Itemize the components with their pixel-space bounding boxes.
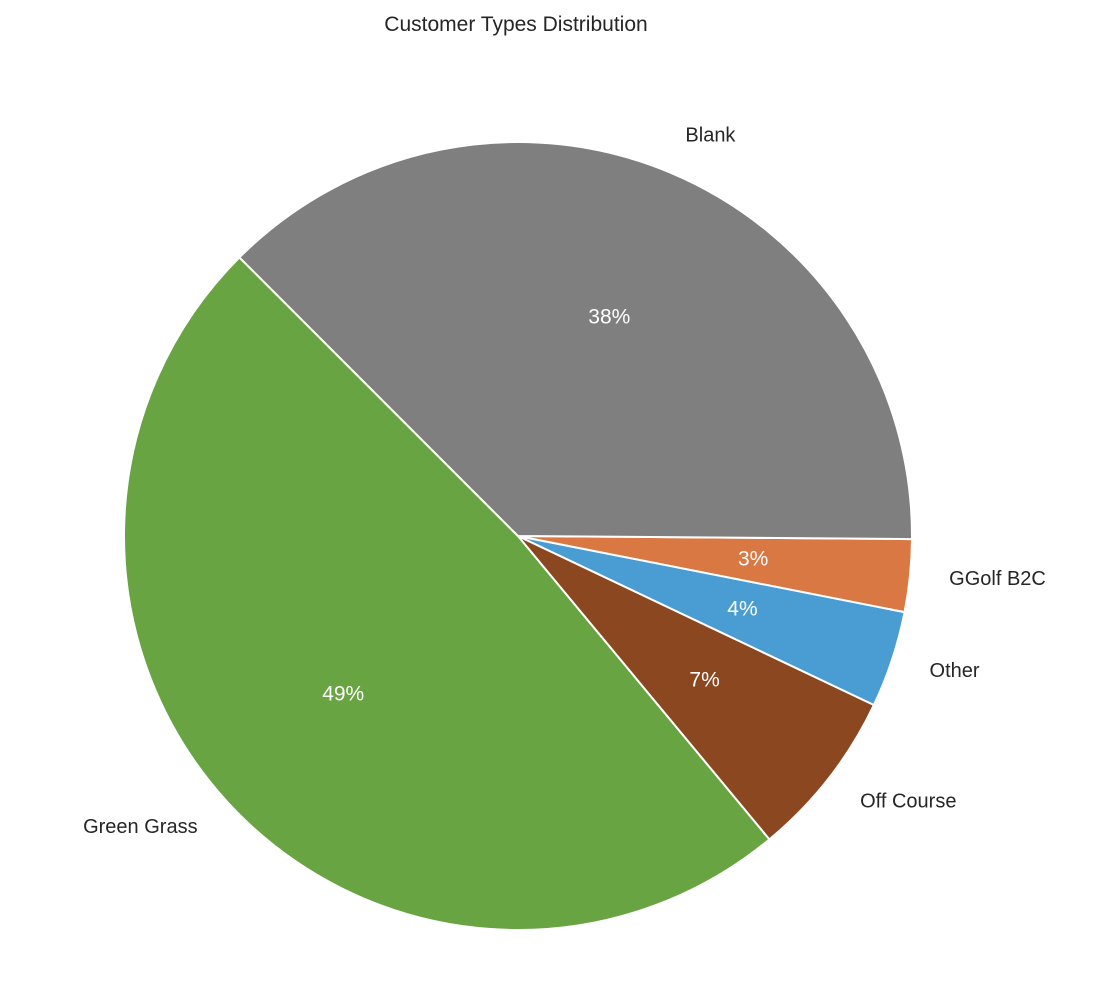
pie-slice-green-grass [123, 256, 771, 931]
slice-labels: Green Grass Off Course Other GGolf B2C Blank [83, 125, 1046, 839]
chart-title: Customer Types Distribution [384, 13, 647, 36]
percent-labels: 49% 7% 4% 3% 38% [322, 305, 768, 705]
slice-label-ggolf-b2c: GGolf B2C [949, 568, 1046, 590]
pct-label-green-grass: 49% [322, 683, 364, 706]
pie-slice-off-course [517, 535, 875, 841]
pct-label-off-course: 7% [689, 669, 719, 692]
pct-label-other: 4% [727, 598, 757, 621]
slice-label-off-course: Off Course [860, 790, 956, 812]
pct-label-blank: 38% [588, 305, 630, 328]
pct-label-ggolf-b2c: 3% [738, 547, 768, 570]
pie-slices [123, 141, 913, 931]
pie-slice-blank [238, 141, 913, 541]
slice-label-blank: Blank [685, 125, 736, 147]
slice-label-green-grass: Green Grass [83, 816, 197, 838]
slice-label-other: Other [930, 660, 980, 682]
